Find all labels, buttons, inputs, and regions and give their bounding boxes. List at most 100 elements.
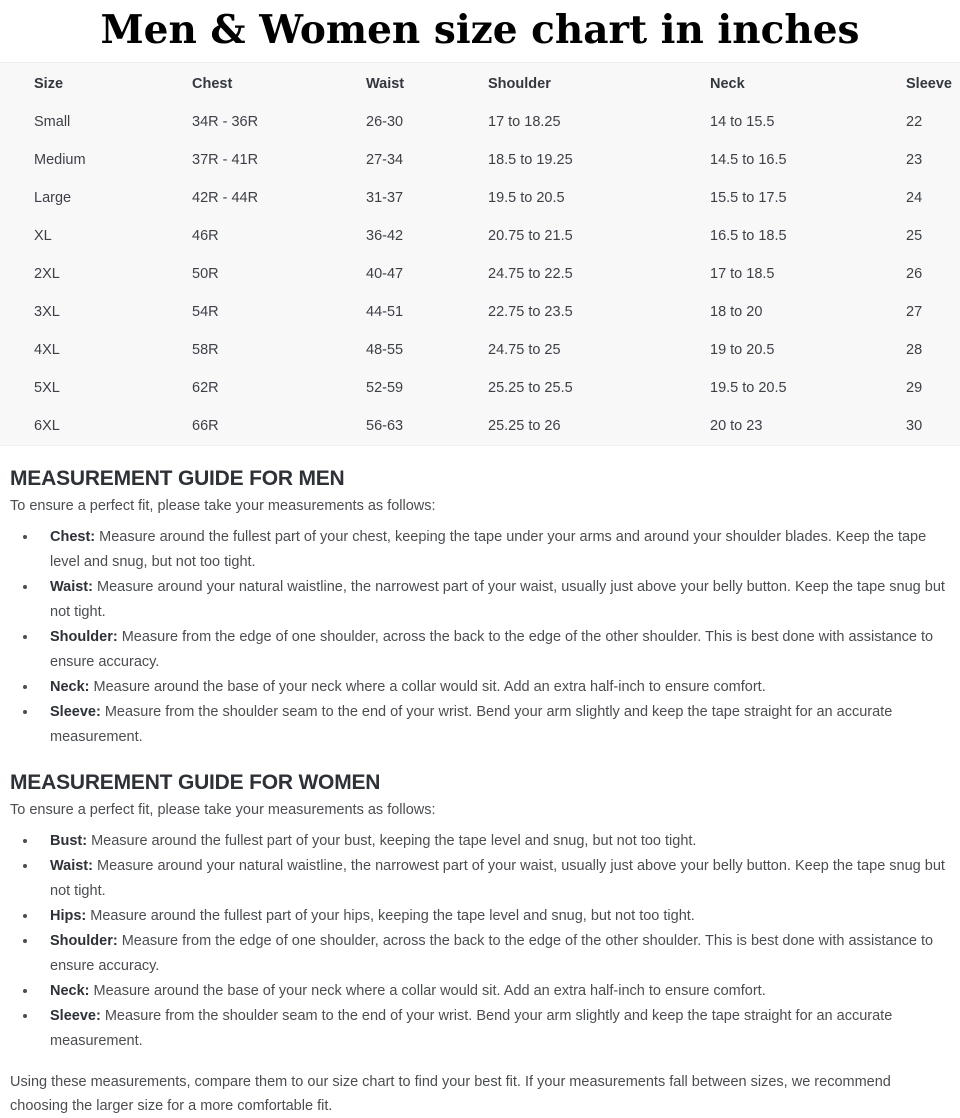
list-item-text: Measure from the edge of one shoulder, a… [50, 933, 934, 974]
cell-shoulder: 24.75 to 22.5 [488, 266, 573, 282]
cell-chest: 42R - 44R [192, 190, 259, 206]
cell-waist: 52-59 [366, 380, 404, 396]
cell-size: 4XL [34, 342, 60, 358]
column-header-neck: Neck [710, 76, 745, 92]
cell-size: Large [34, 190, 72, 206]
list-item: Chest: Measure around the fullest part o… [38, 525, 950, 575]
cell-sleeve: 26 [906, 266, 923, 282]
list-item: Neck: Measure around the base of your ne… [38, 675, 950, 700]
table-row: Medium 37R - 41R 27-34 18.5 to 19.25 14.5 to… [0, 141, 960, 179]
list-item-text: Measure around the fullest part of your … [50, 529, 927, 570]
cell-neck: 20 to 23 [710, 418, 763, 434]
list-item-text: Measure around the fullest part of your … [87, 833, 697, 849]
cell-size: 2XL [34, 266, 60, 282]
cell-waist: 26-30 [366, 114, 404, 130]
list-item-text: Measure around the base of your neck whe… [89, 983, 766, 999]
cell-size: 5XL [34, 380, 60, 396]
list-item-label: Neck: [50, 679, 90, 695]
cell-chest: 34R - 36R [192, 114, 259, 130]
women-guide-list: Bust: Measure around the fullest part of… [10, 829, 950, 1054]
cell-waist: 31-37 [366, 190, 404, 206]
table-row: 6XL 66R 56-63 25.25 to 26 20 to 23 30 [0, 407, 960, 445]
list-item-label: Shoulder: [50, 933, 118, 949]
table-row: 3XL 54R 44-51 22.75 to 23.5 18 to 20 27 [0, 293, 960, 331]
cell-size: Small [34, 114, 71, 130]
column-header-shoulder: Shoulder [488, 76, 551, 92]
cell-neck: 18 to 20 [710, 304, 763, 320]
cell-neck: 14.5 to 16.5 [710, 152, 787, 168]
table-row: Large 42R - 44R 31-37 19.5 to 20.5 15.5 to 1… [0, 179, 960, 217]
cell-size: 3XL [34, 304, 60, 320]
women-guide-heading: MEASUREMENT GUIDE FOR WOMEN [10, 771, 381, 794]
cell-size: Medium [34, 152, 86, 168]
list-item: Waist: Measure around your natural waist… [38, 854, 950, 904]
cell-waist: 40-47 [366, 266, 404, 282]
list-item-text: Measure around the base of your neck whe… [89, 679, 766, 695]
cell-shoulder: 25.25 to 26 [488, 418, 561, 434]
women-guide-intro: To ensure a perfect fit, please take you… [10, 802, 436, 818]
column-header-size: Size [34, 76, 64, 92]
list-item-label: Waist: [50, 858, 93, 874]
list-item-label: Shoulder: [50, 629, 118, 645]
cell-shoulder: 24.75 to 25 [488, 342, 561, 358]
cell-sleeve: 22 [906, 114, 923, 130]
men-guide-heading: MEASUREMENT GUIDE FOR MEN [10, 467, 345, 490]
cell-sleeve: 28 [906, 342, 923, 358]
size-table-body: Small 34R - 36R 26-30 17 to 18.25 14 to 15.5… [0, 103, 960, 445]
cell-chest: 46R [192, 228, 219, 244]
list-item: Waist: Measure around your natural waist… [38, 575, 950, 625]
cell-shoulder: 20.75 to 21.5 [488, 228, 573, 244]
table-row: Small 34R - 36R 26-30 17 to 18.25 14 to 15.5… [0, 103, 960, 141]
list-item: Bust: Measure around the fullest part of… [38, 829, 950, 854]
cell-size: XL [34, 228, 52, 244]
cell-shoulder: 18.5 to 19.25 [488, 152, 573, 168]
cell-chest: 62R [192, 380, 219, 396]
cell-chest: 37R - 41R [192, 152, 259, 168]
cell-neck: 16.5 to 18.5 [710, 228, 787, 244]
list-item-label: Sleeve: [50, 704, 101, 720]
list-item: Neck: Measure around the base of your ne… [38, 979, 950, 1004]
list-item: Sleeve: Measure from the shoulder seam t… [38, 700, 950, 750]
cell-sleeve: 24 [906, 190, 923, 206]
table-row: 4XL 58R 48-55 24.75 to 25 19 to 20.5 28 [0, 331, 960, 369]
list-item-label: Neck: [50, 983, 90, 999]
cell-neck: 19 to 20.5 [710, 342, 775, 358]
cell-sleeve: 27 [906, 304, 923, 320]
cell-shoulder: 25.25 to 25.5 [488, 380, 573, 396]
page-title: Men & Women size chart in inches [100, 7, 860, 53]
cell-neck: 17 to 18.5 [710, 266, 775, 282]
list-item-text: Measure around your natural waistline, t… [50, 579, 945, 620]
women-guide-section: MEASUREMENT GUIDE FOR WOMEN To ensure a … [0, 771, 960, 1054]
cell-waist: 36-42 [366, 228, 404, 244]
cell-neck: 19.5 to 20.5 [710, 380, 787, 396]
column-header-sleeve: Sleeve [906, 76, 952, 92]
table-row: 5XL 62R 52-59 25.25 to 25.5 19.5 to 20.5 29 [0, 369, 960, 407]
cell-shoulder: 19.5 to 20.5 [488, 190, 565, 206]
list-item-label: Waist: [50, 579, 93, 595]
cell-waist: 44-51 [366, 304, 404, 320]
cell-chest: 58R [192, 342, 219, 358]
list-item-label: Sleeve: [50, 1008, 101, 1024]
list-item-label: Hips: [50, 908, 87, 924]
list-item: Sleeve: Measure from the shoulder seam t… [38, 1004, 950, 1054]
cell-waist: 27-34 [366, 152, 404, 168]
list-item-text: Measure from the shoulder seam to the en… [50, 704, 893, 745]
men-guide-intro: To ensure a perfect fit, please take you… [10, 498, 436, 514]
list-item-text: Measure from the shoulder seam to the en… [50, 1008, 893, 1049]
list-item-text: Measure around your natural waistline, t… [50, 858, 945, 899]
cell-waist: 48-55 [366, 342, 404, 358]
men-guide-section: MEASUREMENT GUIDE FOR MEN To ensure a pe… [0, 467, 960, 750]
size-table: Size Chest Waist Shoulder Neck Sleeve Small 34… [0, 63, 960, 445]
column-header-chest: Chest [192, 76, 233, 92]
cell-sleeve: 29 [906, 380, 923, 396]
cell-waist: 56-63 [366, 418, 404, 434]
list-item: Hips: Measure around the fullest part of… [38, 904, 950, 929]
cell-neck: 14 to 15.5 [710, 114, 775, 130]
closing-note: Using these measurements, compare them t… [10, 1074, 891, 1114]
cell-chest: 50R [192, 266, 219, 282]
cell-chest: 54R [192, 304, 219, 320]
list-item-text: Measure from the edge of one shoulder, a… [50, 629, 934, 670]
list-item-text: Measure around the fullest part of your … [86, 908, 695, 924]
cell-sleeve: 23 [906, 152, 923, 168]
